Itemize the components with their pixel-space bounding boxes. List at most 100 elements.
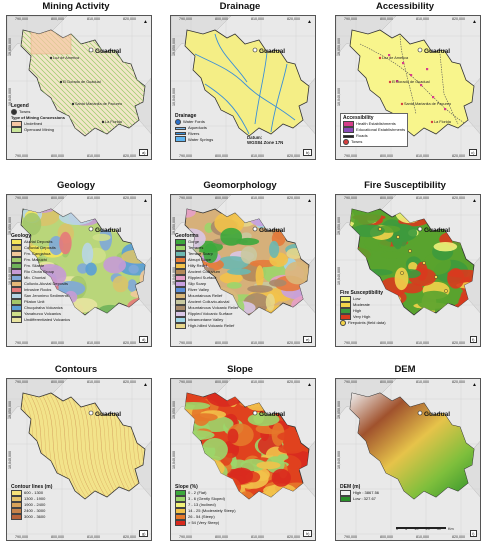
coord-tick: 790,000 bbox=[344, 196, 357, 200]
legend-item: Towns bbox=[11, 109, 65, 116]
legend-label: Moderate bbox=[353, 302, 370, 308]
legend-swatch bbox=[175, 126, 186, 130]
coord-tick: 810,000 bbox=[416, 196, 429, 200]
coord-tick: 810,000 bbox=[87, 380, 100, 384]
scale-tick: 30 bbox=[436, 527, 441, 531]
legend-item: Mountainous Volcanic Relief bbox=[175, 305, 238, 312]
legend-title: Geology bbox=[11, 233, 32, 239]
panel-title: DEM bbox=[394, 364, 416, 375]
legend-item: 1300 - 1900 bbox=[11, 496, 52, 503]
legend-item: 7 - 13 (Inclined) bbox=[175, 502, 236, 509]
town-label-guadual: Guadual bbox=[424, 48, 451, 55]
coord-tick: 790,000 bbox=[15, 196, 28, 200]
north-arrow-icon: ▲ bbox=[307, 198, 312, 204]
coord-tick: 790,000 bbox=[179, 341, 192, 345]
legend-item: Hilly Relief bbox=[175, 263, 238, 270]
coord-tick: 790,000 bbox=[15, 380, 28, 384]
panel-title: Drainage bbox=[219, 1, 261, 12]
coord-tick: 790,000 bbox=[179, 535, 192, 539]
panel-title: Slope bbox=[227, 364, 253, 375]
map-legend: Geoforms Gorge Terraces Terrace Scarp Abrupt… bbox=[175, 233, 238, 330]
legend-swatch bbox=[11, 514, 22, 521]
legend-swatch bbox=[11, 311, 22, 318]
legend-item: Moderate bbox=[340, 302, 386, 309]
legend-item: Intrusive Rocks bbox=[11, 287, 70, 294]
legend-label: 3000 - 3600 bbox=[24, 514, 46, 520]
map-legend: Accessibility Health Establishments Educat… bbox=[340, 113, 409, 147]
town-label: Luz de America bbox=[382, 56, 409, 60]
legend-label: Towns bbox=[19, 109, 31, 115]
coord-tick: 790,000 bbox=[344, 341, 357, 345]
legend-item: Terraces bbox=[175, 245, 238, 252]
coord-tick: 820,000 bbox=[452, 341, 465, 345]
coord-tick: 10,050,000 bbox=[172, 38, 176, 56]
legend-swatch bbox=[11, 245, 22, 252]
map-frame: 790,000 790,000 800,000 800,000 810,000 810,0… bbox=[170, 15, 316, 160]
coord-tick: 790,000 bbox=[15, 154, 28, 158]
legend-swatch bbox=[340, 320, 346, 327]
north-arrow-icon: ▲ bbox=[143, 19, 148, 25]
legend-label: Ancient Colluvio-aluvial bbox=[188, 299, 230, 305]
legend-item: Low : 327.67 bbox=[340, 496, 379, 503]
legend-label: Slip Scarp bbox=[188, 281, 207, 287]
north-arrow-icon: ▲ bbox=[143, 198, 148, 204]
panel-title: Geology bbox=[56, 180, 95, 191]
legend-label: 2400 - 3000 bbox=[24, 508, 46, 514]
legend-label: Terrace Scarp bbox=[188, 251, 213, 257]
map-frame: 790,000 790,000 800,000 800,000 810,000 810,0… bbox=[6, 15, 152, 160]
map-panel-fire: Fire Susceptibility 790,000 790,000 800,000… bbox=[329, 179, 481, 347]
legend-swatch bbox=[11, 263, 22, 270]
map-frame: 790,000 790,000 800,000 800,000 810,000 810,0… bbox=[170, 378, 316, 541]
legend-swatch bbox=[175, 287, 186, 294]
legend-swatch bbox=[11, 317, 22, 324]
coord-tick: 800,000 bbox=[380, 341, 393, 345]
coord-tick: 10,050,000 bbox=[337, 38, 341, 56]
town-label: El Dorado de Guadual bbox=[63, 80, 101, 84]
scale-unit: Km bbox=[447, 527, 454, 531]
panel-badge: f) bbox=[469, 336, 477, 343]
coord-tick: 810,000 bbox=[416, 535, 429, 539]
legend-item: Ancient Colluvio-aluvial bbox=[175, 299, 238, 306]
legend-item: Rivers bbox=[175, 131, 213, 137]
coord-tick: 800,000 bbox=[380, 154, 393, 158]
map-canvas bbox=[336, 379, 480, 540]
legend-label: Ancient Colluvium bbox=[188, 269, 221, 275]
legend-swatch bbox=[175, 293, 186, 300]
coord-tick: 800,000 bbox=[51, 535, 64, 539]
legend-swatch bbox=[175, 281, 186, 288]
coord-tick: 820,000 bbox=[452, 154, 465, 158]
legend-label: Rio Chota Group bbox=[24, 269, 55, 275]
legend-swatch bbox=[11, 126, 22, 133]
coord-tick: 810,000 bbox=[251, 380, 264, 384]
coord-tick: 800,000 bbox=[380, 535, 393, 539]
map-frame: 790,000 790,000 800,000 800,000 810,000 810,0… bbox=[6, 194, 152, 347]
coord-tick: 790,000 bbox=[179, 380, 192, 384]
map-legend: Slope (%) 0 - 2 (Flat) 3 - 6 (Gently Slope… bbox=[175, 484, 236, 527]
legend-item: Firepoints (field data) bbox=[340, 320, 386, 327]
coord-tick: 10,050,000 bbox=[8, 401, 12, 419]
coord-tick: 790,000 bbox=[15, 341, 28, 345]
legend-label: 600 - 1300 bbox=[24, 490, 44, 496]
north-arrow-icon: ▲ bbox=[143, 382, 148, 388]
north-arrow-icon: ▲ bbox=[307, 382, 312, 388]
legend-swatch bbox=[175, 136, 186, 143]
legend-label: Undefined bbox=[24, 121, 43, 126]
legend-swatch bbox=[175, 514, 186, 521]
coord-tick: 800,000 bbox=[380, 196, 393, 200]
coord-tick: 800,000 bbox=[215, 380, 228, 384]
coord-tick: 800,000 bbox=[215, 154, 228, 158]
legend-title: Geoforms bbox=[175, 233, 199, 239]
map-panel-mining: Mining Activity 790,000 790,000 800,000 800,… bbox=[0, 0, 152, 160]
panel-badge: c) bbox=[468, 149, 477, 156]
coord-tick: 810,000 bbox=[416, 154, 429, 158]
legend-item: San Jeronimo Sediments bbox=[11, 293, 70, 300]
legend-swatch bbox=[343, 138, 349, 145]
coord-tick: 820,000 bbox=[123, 154, 136, 158]
legend-swatch bbox=[175, 502, 186, 509]
legend-swatch bbox=[340, 490, 351, 497]
legend-swatch bbox=[11, 287, 22, 294]
town-label-guadual: Guadual bbox=[95, 227, 122, 234]
basin-area bbox=[184, 29, 310, 137]
town-label: El Dorado de Guadual bbox=[392, 80, 430, 84]
legend-label: 0 - 2 (Flat) bbox=[188, 490, 207, 496]
